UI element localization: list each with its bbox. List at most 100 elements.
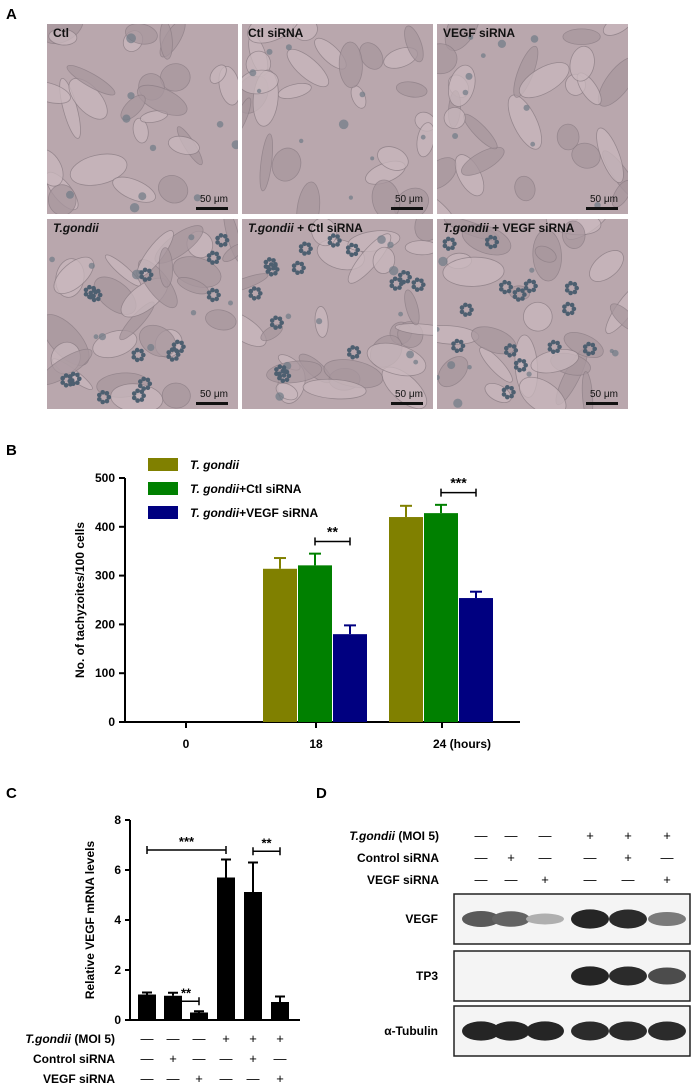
bar xyxy=(138,994,156,1020)
legend-label: T. gondii+VEGF siRNA xyxy=(190,506,318,520)
condition-sign: — xyxy=(475,872,488,887)
micrograph-image: T.gondii + VEGF siRNA 50 μm xyxy=(437,219,628,409)
condition-sign: + xyxy=(249,1051,257,1066)
micrograph-label: Ctl siRNA xyxy=(248,26,303,40)
cell-texture xyxy=(242,24,433,214)
micrograph-label-rest: Ctl xyxy=(53,26,69,40)
scale-bar-label: 50 μm xyxy=(590,389,618,400)
micrograph-label: VEGF siRNA xyxy=(443,26,515,40)
y-tick-label: 200 xyxy=(95,617,115,631)
micrograph-image: T.gondii + Ctl siRNA 50 μm xyxy=(242,219,433,409)
condition-label-rest: Control siRNA xyxy=(33,1052,115,1066)
condition-sign: + xyxy=(249,1031,257,1046)
scale-bar xyxy=(586,402,618,405)
condition-sign: + xyxy=(541,872,549,887)
blot-label: α-Tubulin xyxy=(384,1024,438,1038)
bar xyxy=(459,598,493,722)
legend-label-rest: +VEGF siRNA xyxy=(239,506,318,520)
x-tick-label: 0 xyxy=(183,737,190,751)
condition-sign: — xyxy=(475,828,488,843)
scale-bar xyxy=(391,207,423,210)
legend-label-italic: T. gondii xyxy=(190,458,240,472)
bar xyxy=(271,1002,289,1020)
tachyzoite-bar-chart: 0 100 200 300 400 500 No. of tachyzoites/100 c… xyxy=(73,458,520,751)
condition-label: T.gondii (MOI 5) xyxy=(349,829,439,843)
y-tick-label: 100 xyxy=(95,666,115,680)
y-axis-title: Relative VEGF mRNA levels xyxy=(83,841,97,1000)
blot-band xyxy=(648,911,686,927)
micrograph-label-rest: + Ctl siRNA xyxy=(293,221,363,235)
scale-bar-label: 50 μm xyxy=(590,194,618,205)
micrograph-label: T.gondii + Ctl siRNA xyxy=(248,221,363,235)
blot-band xyxy=(609,909,647,929)
bar xyxy=(389,517,423,722)
condition-sign: — xyxy=(661,850,674,865)
scale-bar xyxy=(196,207,228,210)
y-tick-label: 0 xyxy=(108,715,115,729)
condition-sign: — xyxy=(622,872,635,887)
legend-label-italic: T. gondii xyxy=(190,506,240,520)
micrograph-image: VEGF siRNA 50 μm xyxy=(437,24,628,214)
condition-sign: + xyxy=(276,1031,284,1046)
scale-bar xyxy=(586,207,618,210)
cell-texture xyxy=(437,24,628,214)
condition-label: Control siRNA xyxy=(33,1052,115,1066)
bar xyxy=(263,568,297,722)
micrograph-label-rest: VEGF siRNA xyxy=(443,26,516,40)
blot-band xyxy=(526,1021,564,1041)
condition-sign: + xyxy=(222,1031,230,1046)
x-tick-label: 24 (hours) xyxy=(433,737,491,751)
x-tick-label: 18 xyxy=(309,737,323,751)
bar xyxy=(244,892,262,1020)
micrograph-label-italic: T.gondii xyxy=(53,221,99,235)
condition-sign: — xyxy=(584,872,597,887)
scale-bar-label: 50 μm xyxy=(395,389,423,400)
micrograph-label-rest: + VEGF siRNA xyxy=(488,221,575,235)
condition-label-italic: T.gondii xyxy=(349,829,395,843)
condition-sign: — xyxy=(247,1071,260,1086)
condition-sign: — xyxy=(193,1051,206,1066)
panel-label-c: C xyxy=(6,785,17,802)
condition-sign: + xyxy=(663,828,671,843)
condition-label: VEGF siRNA xyxy=(367,873,439,887)
blot-band xyxy=(648,967,686,985)
legend-swatch xyxy=(148,482,178,495)
condition-sign: + xyxy=(195,1071,203,1086)
micrograph-label-rest: Ctl siRNA xyxy=(248,26,304,40)
condition-label-rest: VEGF siRNA xyxy=(43,1072,115,1086)
micrograph-image: T.gondii 50 μm xyxy=(47,219,238,409)
significance-label: ** xyxy=(327,523,338,539)
condition-label: T.gondii (MOI 5) xyxy=(25,1032,115,1046)
significance-label: ** xyxy=(261,835,272,850)
y-tick-label: 4 xyxy=(114,913,121,927)
micrograph-label-italic: T.gondii xyxy=(443,221,489,235)
condition-sign: + xyxy=(507,850,515,865)
bar xyxy=(298,565,332,722)
condition-label-rest: (MOI 5) xyxy=(71,1032,115,1046)
micrograph-image: Ctl 50 μm xyxy=(47,24,238,214)
panel-label-d: D xyxy=(316,785,327,802)
significance-label: *** xyxy=(179,834,195,849)
blot-band xyxy=(571,1021,609,1041)
blot-band xyxy=(492,1021,530,1041)
y-tick-label: 400 xyxy=(95,520,115,534)
condition-label-italic: T.gondii xyxy=(25,1032,71,1046)
scale-bar-label: 50 μm xyxy=(200,389,228,400)
condition-sign: + xyxy=(169,1051,177,1066)
condition-sign: — xyxy=(220,1051,233,1066)
condition-label-rest: VEGF siRNA xyxy=(367,873,439,887)
condition-sign: — xyxy=(220,1071,233,1086)
condition-sign: + xyxy=(663,872,671,887)
condition-label: VEGF siRNA xyxy=(43,1072,115,1086)
y-tick-label: 500 xyxy=(95,471,115,485)
blot-band xyxy=(526,913,564,925)
significance-label: *** xyxy=(450,475,467,491)
condition-sign: — xyxy=(141,1031,154,1046)
condition-sign: — xyxy=(539,828,552,843)
condition-sign: — xyxy=(193,1031,206,1046)
significance-label: ** xyxy=(181,985,192,1000)
condition-label: Control siRNA xyxy=(357,851,439,865)
condition-sign: + xyxy=(624,828,632,843)
micrograph-label: Ctl xyxy=(53,26,69,40)
legend-label-italic: T. gondii xyxy=(190,482,240,496)
